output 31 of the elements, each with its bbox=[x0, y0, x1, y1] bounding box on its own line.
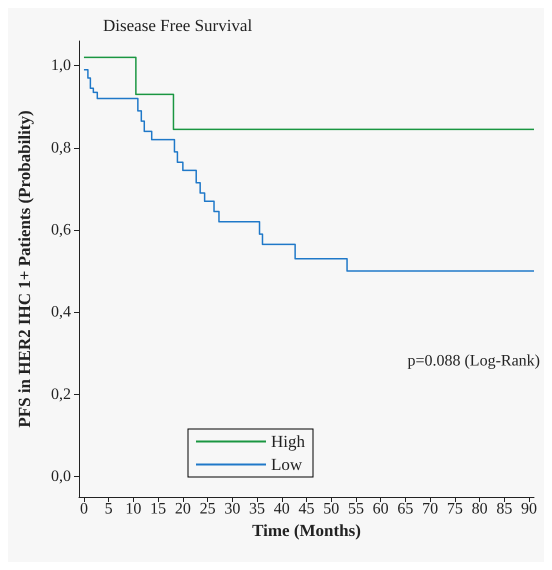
x-tick-label: 85 bbox=[496, 500, 512, 518]
y-axis-title: PFS in HER2 IHC 1+ Patients (Probability) bbox=[15, 110, 34, 428]
x-tick-label: 30 bbox=[224, 500, 240, 518]
y-tick-label: 0,0 bbox=[51, 468, 71, 485]
x-tick-label: 80 bbox=[472, 500, 488, 518]
y-tick-label: 0,2 bbox=[51, 386, 71, 403]
x-tick-label: 40 bbox=[274, 500, 290, 518]
x-tick-label: 25 bbox=[200, 500, 216, 518]
x-tick-label: 75 bbox=[446, 500, 463, 518]
x-tick-label: 70 bbox=[422, 500, 438, 518]
x-tick-label: 10 bbox=[125, 500, 142, 518]
x-tick-label: 65 bbox=[397, 500, 414, 518]
legend-label: Low bbox=[271, 455, 303, 474]
y-tick-label: 0,6 bbox=[51, 221, 71, 238]
x-tick-label: 5 bbox=[104, 500, 113, 518]
y-tick-label: 1,0 bbox=[51, 57, 71, 74]
y-tick-label: 0,4 bbox=[51, 304, 71, 321]
x-tick-label: 45 bbox=[298, 500, 314, 518]
legend-label: High bbox=[271, 432, 306, 451]
x-tick-label: 0 bbox=[80, 500, 88, 518]
x-tick-label: 15 bbox=[150, 500, 166, 518]
x-tick-label: 90 bbox=[521, 500, 538, 518]
x-tick-label: 35 bbox=[249, 500, 266, 518]
x-tick-label: 55 bbox=[348, 500, 364, 518]
x-tick-label: 20 bbox=[174, 500, 191, 518]
y-tick-label: 0,8 bbox=[51, 139, 71, 156]
chart-title: Disease Free Survival bbox=[103, 16, 252, 35]
x-tick-label: 60 bbox=[372, 500, 389, 518]
annotation: p=0.088 (Log-Rank) bbox=[407, 352, 540, 370]
x-axis-title: Time (Months) bbox=[252, 520, 361, 540]
x-tick-label: 50 bbox=[323, 500, 340, 518]
